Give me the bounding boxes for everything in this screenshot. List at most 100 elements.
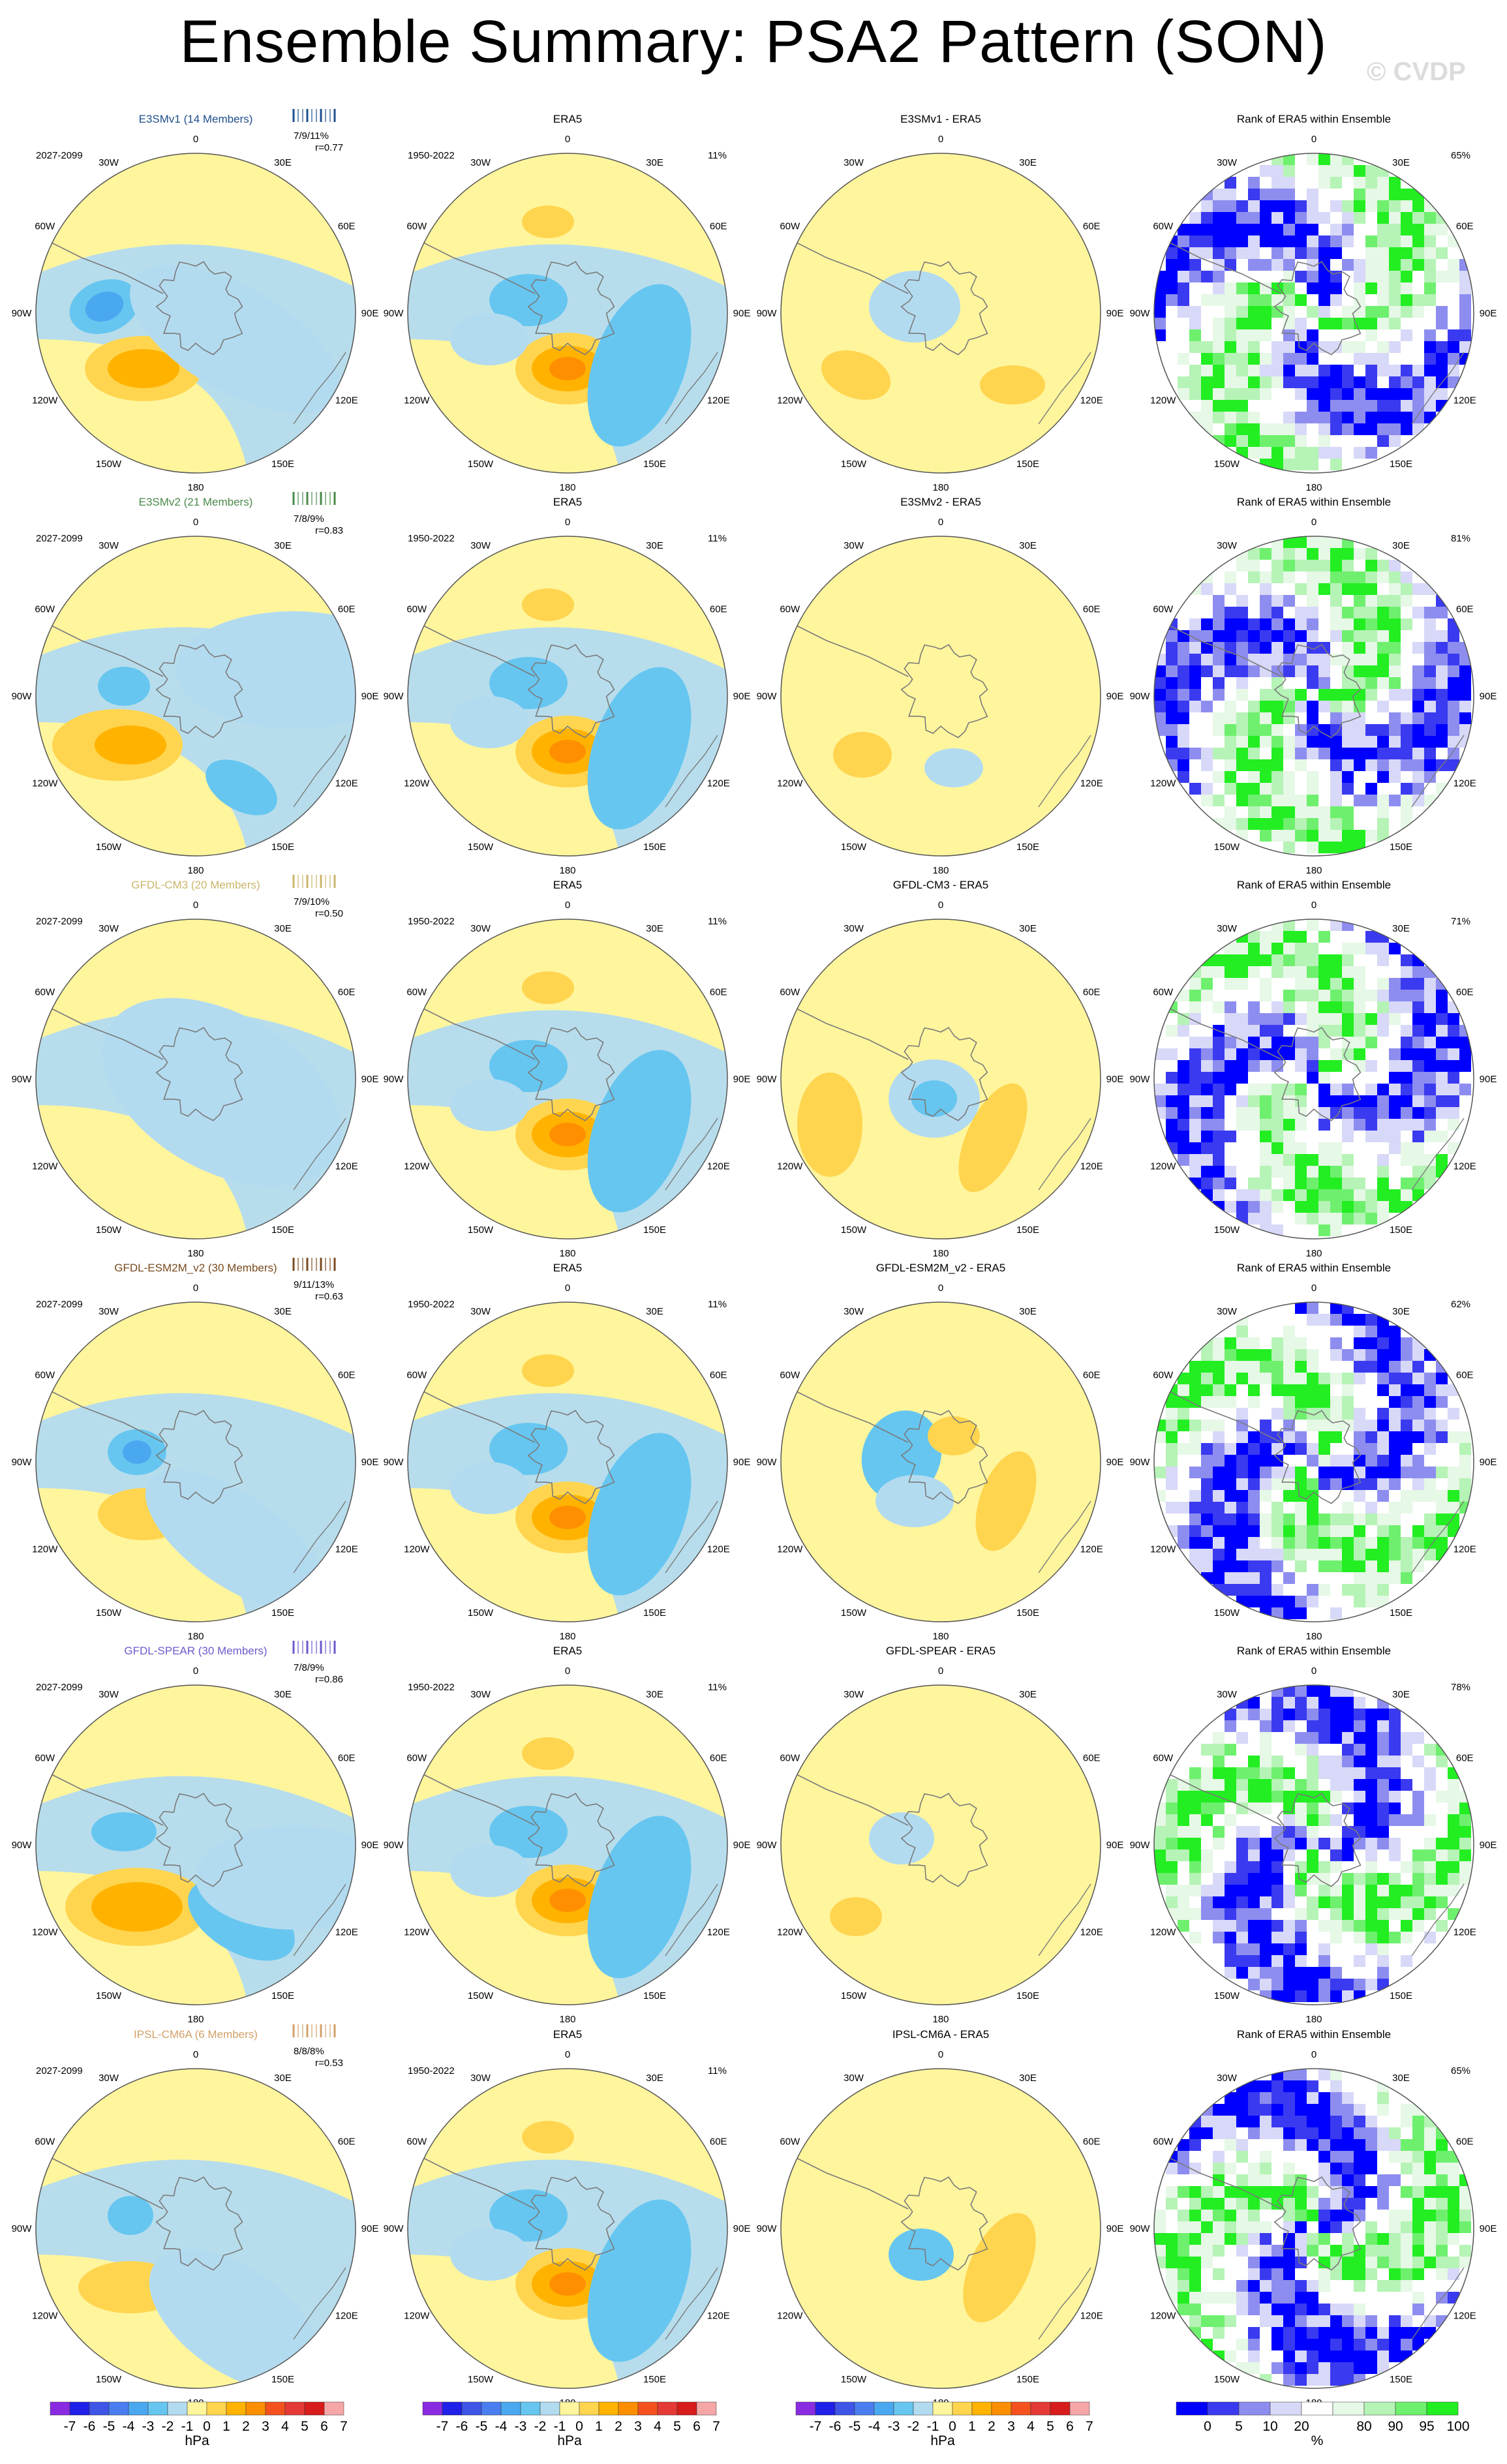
rank-cell bbox=[1178, 388, 1189, 400]
rank-cell bbox=[1178, 1373, 1189, 1384]
rank-cell bbox=[1307, 842, 1318, 853]
rank-cell bbox=[1342, 1756, 1354, 1767]
rank-cell bbox=[1424, 2221, 1436, 2233]
rank-cell bbox=[1377, 1732, 1389, 1744]
model-years: 2027-2099 bbox=[36, 1682, 83, 1693]
rank-cell bbox=[1342, 1396, 1354, 1408]
rank-cell bbox=[1377, 595, 1389, 607]
rank-cell bbox=[1236, 1779, 1248, 1791]
south-america-coastline bbox=[1166, 2156, 1282, 2210]
rank-cell bbox=[1201, 388, 1213, 400]
rank-cell bbox=[1365, 943, 1377, 954]
difference-map bbox=[781, 536, 1101, 856]
lon-label: 150E bbox=[1016, 842, 1039, 853]
contour-blob bbox=[489, 1040, 568, 1092]
rank-cell bbox=[1283, 2163, 1295, 2174]
era5-years: 1950-2022 bbox=[408, 916, 455, 927]
rank-cell bbox=[1307, 2116, 1318, 2127]
rank-cell bbox=[1377, 2257, 1389, 2268]
rank-cell bbox=[1354, 595, 1365, 607]
rank-cell bbox=[1436, 1756, 1448, 1767]
rank-cell bbox=[1377, 1838, 1389, 1849]
rank-cell bbox=[1283, 966, 1295, 978]
rank-cell bbox=[1330, 1373, 1342, 1384]
rank-cell bbox=[1236, 748, 1248, 759]
rank-cell bbox=[1271, 701, 1283, 712]
rank-cell bbox=[1318, 2092, 1330, 2104]
rank-cell bbox=[1330, 701, 1342, 712]
rank-cell bbox=[1377, 630, 1389, 642]
rank-cell bbox=[1342, 1502, 1354, 1513]
rank-cell bbox=[1166, 1814, 1178, 1826]
rank-cell bbox=[1436, 271, 1448, 282]
rank-cell bbox=[1178, 2292, 1189, 2304]
rank-cell bbox=[1283, 2139, 1295, 2151]
australia-coastline bbox=[665, 1500, 718, 1574]
rank-cell bbox=[1260, 447, 1271, 459]
rank-cell bbox=[1354, 1095, 1365, 1107]
rank-cell bbox=[1307, 388, 1318, 400]
rank-cell bbox=[1330, 595, 1342, 607]
rank-cell bbox=[1448, 677, 1459, 689]
rank-cell bbox=[1342, 1084, 1354, 1095]
south-america-coastline bbox=[1166, 241, 1282, 294]
lon-label: 30W bbox=[1217, 540, 1238, 551]
rank-cell bbox=[1225, 376, 1236, 388]
rank-cell bbox=[1424, 1025, 1436, 1037]
rank-map bbox=[1154, 1302, 1474, 1622]
rank-cell bbox=[1189, 376, 1201, 388]
rank-cell bbox=[1295, 1119, 1307, 1131]
rank-cell bbox=[1248, 247, 1260, 259]
rank-cell bbox=[1271, 2069, 1283, 2080]
rank-cell bbox=[1248, 1384, 1260, 1396]
rank-cell bbox=[1295, 1814, 1307, 1826]
rank-cell bbox=[1295, 1302, 1307, 1314]
rank-cell bbox=[1365, 595, 1377, 607]
lon-label: 0 bbox=[193, 1283, 198, 1294]
rank-cell bbox=[1248, 1920, 1260, 1932]
rank-cell bbox=[1354, 1178, 1365, 1189]
rank-cell bbox=[1189, 2221, 1201, 2233]
rank-cell bbox=[1318, 830, 1330, 842]
rank-cell bbox=[1271, 1584, 1283, 1596]
lon-label: 150W bbox=[468, 842, 494, 853]
rank-cell bbox=[1295, 818, 1307, 830]
rank-cell bbox=[1424, 1013, 1436, 1025]
rank-cell bbox=[1330, 2350, 1342, 2362]
rank-cell bbox=[1354, 2186, 1365, 2198]
rank-cell bbox=[1213, 1732, 1225, 1744]
lon-label: 120E bbox=[335, 778, 358, 789]
contour-blob bbox=[123, 1440, 151, 1464]
rank-cell bbox=[1271, 459, 1283, 470]
rank-cell bbox=[1354, 2245, 1365, 2257]
rank-cell bbox=[1271, 236, 1283, 247]
rank-cell bbox=[1154, 1084, 1166, 1095]
rank-cell bbox=[1401, 2339, 1412, 2350]
rank-cell bbox=[1354, 607, 1365, 618]
rank-cell bbox=[1236, 1502, 1248, 1513]
rank-cell bbox=[1365, 282, 1377, 294]
colorbar-tick: 6 bbox=[693, 2419, 701, 2434]
rank-cell bbox=[1166, 1478, 1178, 1490]
rank-cell bbox=[1236, 1025, 1248, 1037]
rank-cell bbox=[1377, 1189, 1389, 1201]
rank-cell bbox=[1236, 2174, 1248, 2186]
rank-cell bbox=[1365, 1873, 1377, 1885]
rank-cell bbox=[1236, 412, 1248, 423]
rank-cell bbox=[1201, 1420, 1213, 1431]
rank-cell bbox=[1248, 642, 1260, 654]
lon-label: 30W bbox=[1217, 2073, 1238, 2084]
rank-cell bbox=[1225, 1967, 1236, 1979]
rank-cell bbox=[1189, 341, 1201, 353]
rank-cell bbox=[1166, 1048, 1178, 1060]
rank-cell bbox=[1389, 1513, 1401, 1525]
rank-cell bbox=[1448, 365, 1459, 376]
rank-cell bbox=[1283, 954, 1295, 966]
rank-cell bbox=[1318, 365, 1330, 376]
lon-label: 60E bbox=[338, 221, 356, 232]
rank-cell bbox=[1459, 654, 1471, 665]
rank-cell bbox=[1318, 1201, 1330, 1213]
rank-cell bbox=[1377, 388, 1389, 400]
rank-cell bbox=[1283, 2198, 1295, 2210]
rank-cell bbox=[1248, 1025, 1260, 1037]
